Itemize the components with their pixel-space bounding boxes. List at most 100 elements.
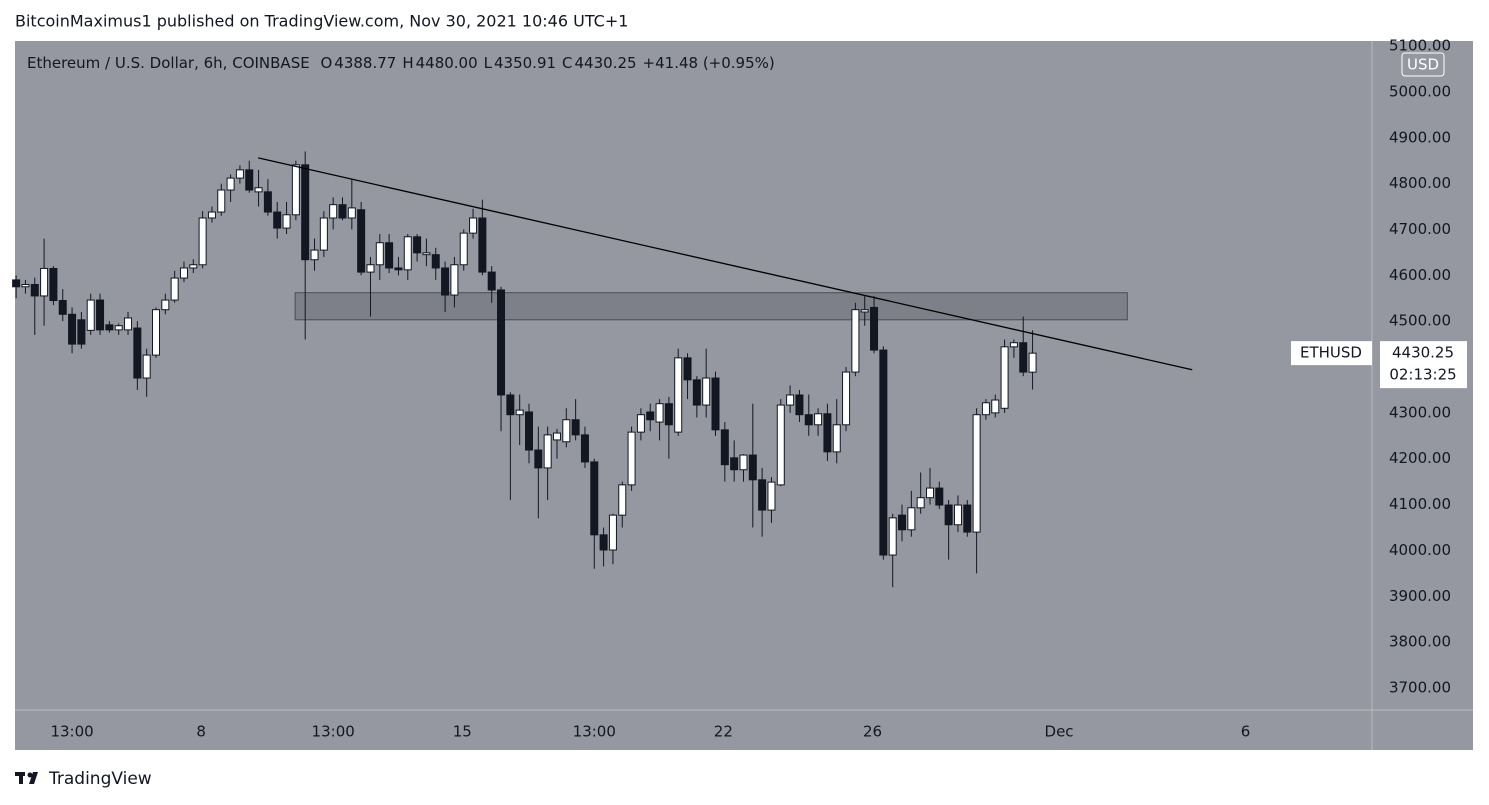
- candle-body: [590, 461, 599, 536]
- candle-body: [170, 277, 179, 301]
- candle-body: [310, 249, 319, 261]
- candle-body: [497, 289, 506, 396]
- resistance-zone: [294, 292, 1128, 321]
- candle-body: [944, 504, 953, 526]
- candle-body: [105, 324, 114, 331]
- candle-body: [860, 309, 869, 313]
- legend-key: O: [320, 54, 333, 72]
- y-tick-label: 4100.00: [1389, 495, 1451, 513]
- candle-body: [114, 325, 123, 331]
- candle-body: [245, 169, 254, 191]
- candle-body: [263, 191, 272, 213]
- legend-value: 4350.91: [494, 54, 557, 72]
- y-tick-label: 3700.00: [1389, 678, 1451, 696]
- candle-body: [441, 267, 450, 296]
- legend: Ethereum / U.S. Dollar, 6h, COINBASE O 43…: [27, 54, 781, 72]
- symbol-label: ETHUSD: [1300, 344, 1362, 362]
- candle-body: [49, 267, 58, 302]
- candle-body: [720, 429, 729, 466]
- candle-body: [599, 534, 608, 551]
- candle-body: [916, 497, 925, 509]
- x-tick-label: 13:00: [312, 723, 355, 741]
- candle-body: [366, 264, 375, 273]
- candle-body: [273, 211, 282, 229]
- candle-body: [562, 419, 571, 443]
- candle-body: [403, 236, 412, 271]
- y-tick-label: 4700.00: [1389, 220, 1451, 238]
- candle-body: [198, 217, 207, 266]
- candle-body: [739, 454, 748, 471]
- candle-body: [525, 411, 534, 451]
- candle-body: [124, 317, 133, 331]
- candle-body: [534, 449, 543, 469]
- candle-body: [282, 214, 291, 229]
- candle-body: [21, 283, 30, 288]
- candle-body: [618, 484, 627, 516]
- candle-body: [179, 267, 188, 279]
- candle-body: [86, 299, 95, 331]
- symbol-label-box: [1291, 341, 1372, 366]
- y-tick-label: 3900.00: [1389, 587, 1451, 605]
- logo: TradingView: [15, 769, 152, 789]
- legend-key: C: [562, 54, 573, 72]
- candle-body: [804, 414, 813, 426]
- candle-body: [963, 504, 972, 533]
- candle-body: [702, 377, 711, 406]
- currency-badge: [1401, 52, 1445, 77]
- legend-key: L: [483, 54, 492, 72]
- price-label: 4430.25: [1392, 344, 1454, 362]
- candle-body: [40, 267, 49, 297]
- candle-body: [580, 434, 589, 463]
- candle-body: [515, 409, 524, 416]
- candle-body: [953, 504, 962, 526]
- legend-change: +41.48 (+0.95%): [642, 54, 775, 72]
- candle-body: [758, 479, 767, 511]
- candle-body: [459, 232, 468, 266]
- candle-body: [711, 377, 720, 431]
- x-tick-label: 6: [1241, 723, 1251, 741]
- candle-body: [431, 254, 440, 269]
- candle-body: [786, 394, 795, 406]
- candle-body: [385, 242, 394, 269]
- plot-area: [12, 151, 1193, 588]
- candle-body: [748, 454, 757, 481]
- candle-body: [478, 217, 487, 273]
- candle-body: [925, 487, 934, 499]
- candle-body: [338, 204, 347, 219]
- y-tick-label: 3800.00: [1389, 633, 1451, 651]
- candle-body: [730, 457, 739, 471]
- candle-body: [832, 424, 841, 453]
- candle-body: [207, 211, 216, 219]
- candle-body: [888, 517, 897, 556]
- currency-label: USD: [1407, 56, 1439, 74]
- x-tick-label: 26: [863, 723, 882, 741]
- legend-value: 4480.00: [415, 54, 478, 72]
- candle-body: [319, 217, 328, 251]
- candle-body: [347, 207, 356, 219]
- candle-body: [851, 309, 860, 373]
- candle-body: [683, 357, 692, 381]
- candle-body: [151, 309, 160, 356]
- candle-body: [552, 432, 561, 441]
- y-tick-label: 4200.00: [1389, 449, 1451, 467]
- legend-key: H: [402, 54, 414, 72]
- candle-body: [636, 414, 645, 433]
- candle-body: [1019, 342, 1028, 373]
- candle-body: [571, 419, 580, 436]
- candle-body: [375, 242, 384, 266]
- candle-body: [907, 507, 916, 531]
- candle-body: [133, 327, 142, 379]
- candle-body: [189, 264, 198, 269]
- y-tick-label: 4800.00: [1389, 174, 1451, 192]
- legend-value: 4430.25: [574, 54, 637, 72]
- candle-body: [627, 431, 636, 486]
- candle-body: [1000, 346, 1009, 409]
- candle-body: [58, 300, 67, 315]
- legend-title: Ethereum / U.S. Dollar, 6h, COINBASE: [27, 54, 310, 72]
- candle-body: [217, 189, 226, 213]
- y-tick-label: 4300.00: [1389, 403, 1451, 421]
- candle-body: [842, 371, 851, 426]
- x-tick-label: 13:00: [573, 723, 616, 741]
